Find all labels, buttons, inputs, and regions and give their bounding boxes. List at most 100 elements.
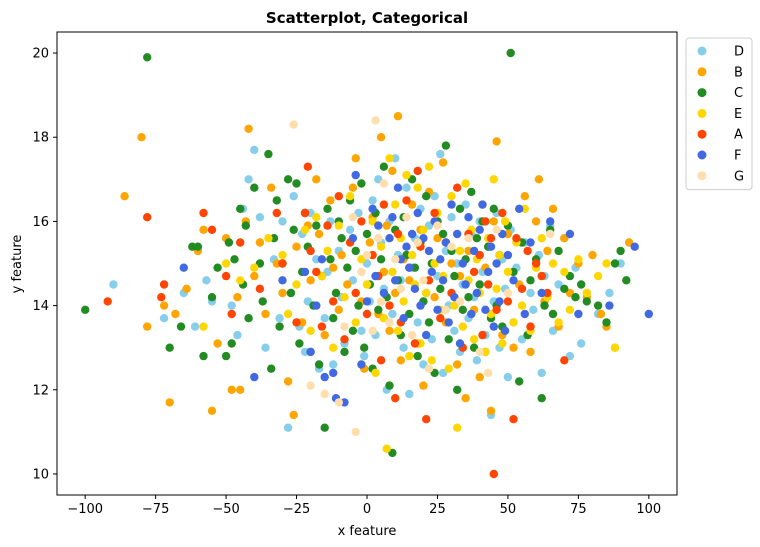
point-A-2 [157,293,166,302]
point-F-37 [436,255,445,264]
point-E-62 [489,175,498,184]
point-C-118 [571,293,580,302]
legend-marker-F [697,150,707,160]
point-B-19 [261,309,270,319]
point-C-28 [289,225,298,234]
point-B-22 [278,288,287,298]
legend-label-E: E [734,107,742,122]
point-F-65 [526,238,535,247]
point-C-85 [450,271,459,281]
point-E-77 [554,318,563,327]
point-C-5 [193,242,203,251]
point-E-65 [498,339,507,348]
point-C-41 [326,255,335,264]
point-A-63 [531,259,541,268]
point-E-12 [323,246,332,256]
point-C-99 [489,204,498,213]
point-A-39 [422,415,431,424]
point-F-18 [379,288,389,298]
point-C-80 [436,284,445,293]
x-tick-label-8: 100 [636,502,661,517]
point-G-12 [376,297,386,306]
point-E-14 [334,221,343,230]
point-E-15 [340,293,349,302]
point-F-51 [475,225,484,234]
x-axis: −100 −75 −50 −25 0 25 50 75 100 [67,495,661,517]
point-A-16 [312,267,321,277]
point-A-41 [430,208,439,218]
point-F-12 [351,170,360,180]
point-F-49 [469,246,479,256]
point-G-30 [503,288,513,298]
point-A-59 [512,234,521,243]
point-B-4 [165,398,174,407]
point-G-16 [396,284,405,293]
point-B-50 [393,112,403,121]
point-A-62 [526,322,535,331]
point-B-20 [267,183,276,192]
point-A-13 [300,208,310,218]
point-D-88 [503,372,513,382]
point-C-125 [622,276,631,285]
point-F-41 [447,200,456,209]
point-C-51 [354,301,363,310]
point-F-55 [486,242,496,251]
x-tick-label-1: −75 [142,502,169,517]
point-D-9 [244,175,253,184]
point-D-47 [388,309,397,319]
point-E-83 [602,259,611,268]
point-B-35 [337,250,346,260]
point-B-9 [207,406,217,415]
point-E-47 [447,192,456,201]
point-E-37 [419,225,428,234]
point-D-37 [360,351,369,361]
point-F-17 [374,221,383,230]
point-B-6 [182,284,191,293]
point-C-109 [526,276,535,285]
point-C-90 [464,293,473,302]
point-D-26 [320,314,329,323]
point-F-6 [317,255,327,264]
point-D-108 [605,288,614,298]
point-G-26 [464,234,473,243]
point-E-79 [565,305,575,314]
point-C-13 [236,204,245,213]
point-C-15 [241,221,250,230]
point-A-18 [323,221,332,230]
point-F-19 [385,234,394,243]
point-F-22 [393,183,403,192]
point-C-86 [453,385,462,394]
point-E-28 [393,326,403,335]
point-F-43 [453,229,462,239]
point-A-50 [478,330,487,340]
point-G-11 [374,234,383,243]
point-C-3 [176,322,186,331]
point-A-32 [393,229,403,239]
point-A-31 [391,394,400,403]
point-B-36 [343,280,352,289]
point-D-94 [526,288,535,298]
point-G-29 [492,225,501,234]
point-A-45 [453,183,462,192]
point-B-84 [548,204,558,213]
point-E-21 [371,368,380,378]
legend-label-B: B [734,65,743,80]
point-G-10 [371,116,380,125]
point-A-55 [492,305,501,314]
point-G-6 [351,427,360,437]
point-C-52 [357,179,366,188]
point-C-20 [264,149,273,159]
point-E-5 [278,250,287,260]
point-B-48 [388,166,397,176]
point-C-23 [272,196,281,205]
point-C-58 [374,305,383,314]
legend-label-A: A [734,128,743,143]
y-tick-label-0: 10 [32,467,49,482]
point-B-73 [492,137,501,146]
point-G-5 [348,213,358,222]
point-F-33 [424,246,434,256]
point-E-68 [509,318,518,327]
point-B-2 [143,322,152,331]
point-E-2 [236,276,245,285]
point-C-49 [348,326,358,335]
